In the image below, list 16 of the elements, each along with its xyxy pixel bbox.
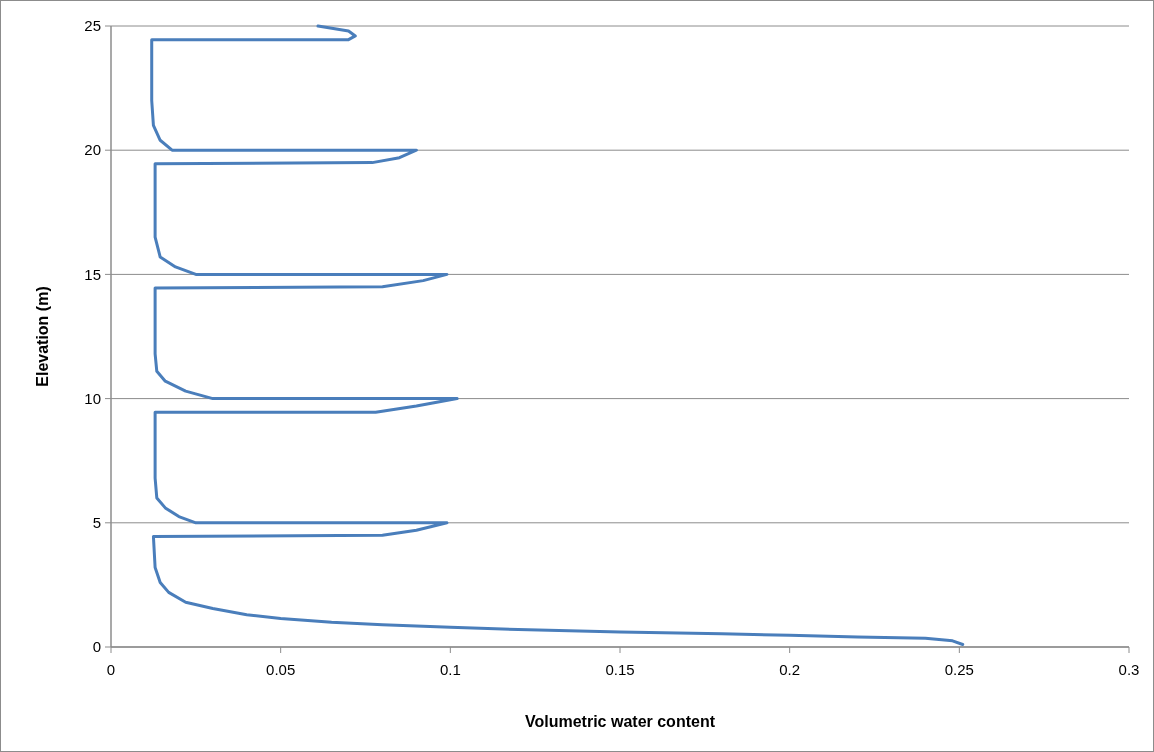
y-tick-label: 0	[92, 638, 101, 656]
x-tick-label: 0	[106, 661, 116, 678]
line-series	[150, 24, 965, 647]
y-tick-label: 25	[84, 17, 101, 35]
y-tick-label: 10	[84, 389, 101, 407]
y-tick-label: 20	[84, 141, 101, 159]
x-tick-label: 0.05	[266, 661, 296, 678]
x-tick-label: 0.3	[1118, 661, 1140, 678]
x-axis-title: Volumetric water content	[525, 713, 716, 730]
y-tick-label: 5	[92, 514, 101, 532]
x-tick-label: 0.1	[439, 661, 461, 678]
y-tick-label: 15	[84, 265, 101, 283]
y-axis-title: Elevation (m)	[34, 286, 51, 387]
x-tick-label: 0.2	[779, 661, 801, 678]
x-tick-label: 0.15	[605, 661, 635, 678]
x-tick-label: 0.25	[944, 661, 974, 678]
